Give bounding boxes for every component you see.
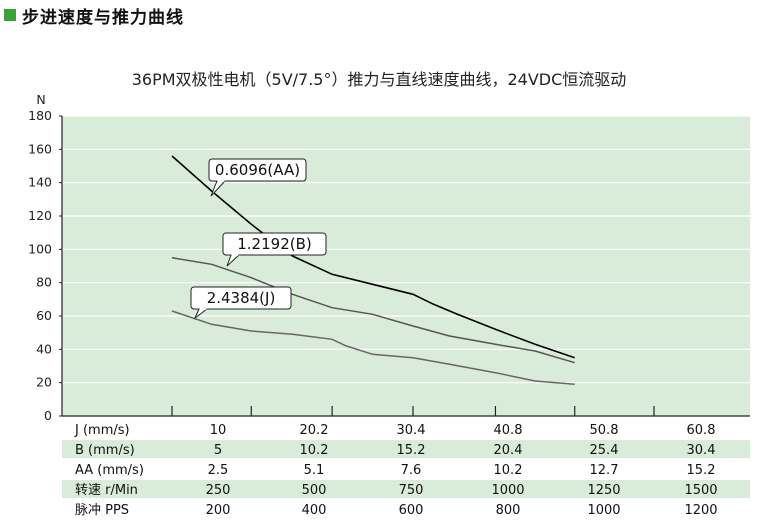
- callout: 2.4384(J): [190, 286, 292, 320]
- callout-label: 2.4384(J): [207, 289, 276, 307]
- series-line: [171, 256, 575, 364]
- y-tick-label: 0: [44, 408, 52, 423]
- table-row-band: [62, 480, 750, 498]
- table-cell: 200: [206, 503, 231, 518]
- y-axis-label: N: [36, 92, 45, 107]
- table-cell: 1200: [684, 503, 717, 518]
- table-cell: 1500: [684, 483, 717, 498]
- series-line: [171, 310, 575, 386]
- table-cell: 5.1: [304, 463, 325, 478]
- table-cell: 400: [302, 503, 327, 518]
- table-cell: 25.4: [590, 443, 619, 458]
- callout-label: 1.2192(B): [237, 235, 311, 253]
- table-cell: 7.6: [401, 463, 422, 478]
- table-cell: 15.2: [397, 443, 426, 458]
- table-row-label: AA (mm/s): [75, 463, 144, 478]
- table-cell: 1000: [587, 503, 620, 518]
- callout-box: [190, 286, 292, 310]
- table-cell: 5: [214, 443, 222, 458]
- table-row-label: 脉冲 PPS: [75, 503, 129, 518]
- y-tick-label: 60: [36, 308, 52, 323]
- callout-label: 0.6096(AA): [215, 161, 300, 179]
- table-cell: 600: [399, 503, 424, 518]
- y-tick-label: 80: [36, 275, 52, 290]
- table-cell: 10: [210, 423, 227, 438]
- table-cell: 20.4: [494, 443, 523, 458]
- section-header: 步进速度与推力曲线: [4, 3, 184, 28]
- table-row-band: [62, 440, 750, 458]
- table-cell: 1000: [491, 483, 524, 498]
- y-tick-label: 120: [28, 208, 52, 223]
- chart-title: 36PM双极性电机（5V/7.5°）推力与直线速度曲线，24VDC恒流驱动: [131, 70, 627, 89]
- callout: 0.6096(AA): [208, 158, 307, 197]
- callout-box: [222, 232, 327, 256]
- table-cell: 500: [302, 483, 327, 498]
- table-row-label: B (mm/s): [75, 443, 135, 458]
- table-cell: 50.8: [590, 423, 619, 438]
- y-tick-label: 20: [36, 375, 52, 390]
- table-cell: 250: [206, 483, 231, 498]
- y-tick-label: 40: [36, 341, 52, 356]
- table-cell: 10.2: [300, 443, 329, 458]
- y-tick-label: 160: [28, 141, 52, 156]
- table-cell: 40.8: [494, 423, 523, 438]
- table-cell: 30.4: [397, 423, 426, 438]
- table-row-label: 转速 r/Min: [75, 483, 138, 498]
- y-tick-label: 180: [28, 108, 52, 123]
- table-cell: 30.4: [687, 443, 716, 458]
- table-cell: 12.7: [590, 463, 619, 478]
- section-title: 步进速度与推力曲线: [22, 7, 184, 28]
- y-tick-label: 100: [28, 241, 52, 256]
- table-cell: 10.2: [494, 463, 523, 478]
- table-cell: 60.8: [687, 423, 716, 438]
- table-cell: 2.5: [208, 463, 229, 478]
- plot-background: [62, 116, 750, 416]
- y-tick-label: 140: [28, 175, 52, 190]
- callout: 1.2192(B): [222, 232, 327, 267]
- callout-box: [208, 158, 307, 182]
- table-cell: 800: [496, 503, 521, 518]
- table-cell: 1250: [587, 483, 620, 498]
- header-square-icon: [4, 9, 16, 21]
- table-row-label: J (mm/s): [74, 423, 130, 438]
- table-cell: 15.2: [687, 463, 716, 478]
- series-line: [171, 155, 575, 359]
- table-cell: 20.2: [300, 423, 329, 438]
- table-cell: 750: [399, 483, 424, 498]
